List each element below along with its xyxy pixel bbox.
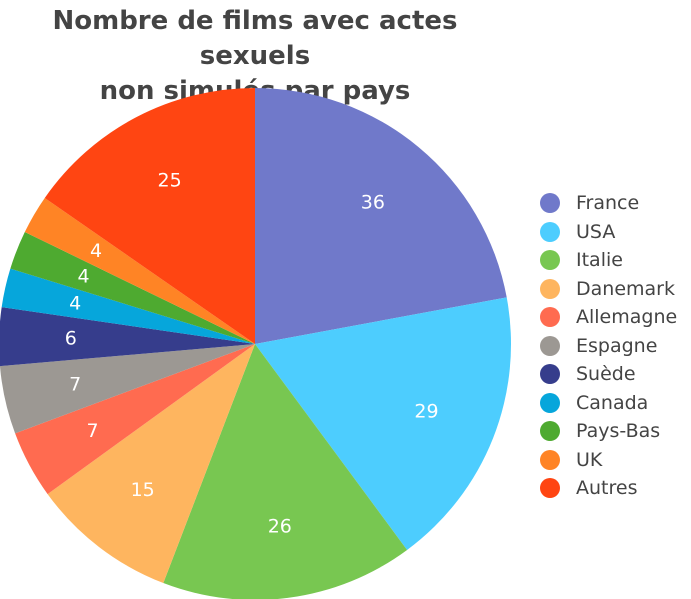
- legend-swatch: [540, 307, 560, 328]
- slice-value-label: 15: [131, 479, 155, 501]
- legend-swatch: [540, 449, 560, 470]
- legend-item[interactable]: Italie: [540, 246, 677, 275]
- legend-item[interactable]: Espagne: [540, 332, 677, 361]
- legend-label: Italie: [576, 249, 623, 272]
- legend-label: Pays-Bas: [576, 420, 661, 443]
- slice-value-label: 4: [77, 265, 89, 287]
- pie-slice-autres[interactable]: [44, 88, 255, 344]
- legend-swatch: [540, 392, 560, 413]
- pie-slice-italie[interactable]: [163, 344, 408, 599]
- legend-label: UK: [576, 448, 603, 471]
- slice-value-label: 6: [65, 328, 77, 350]
- legend: France USA Italie Danemark Allemagne Espagne S…: [540, 189, 677, 503]
- legend-item[interactable]: Suède: [540, 360, 677, 389]
- pie-slice-canada[interactable]: [1, 268, 256, 344]
- legend-item[interactable]: USA: [540, 218, 677, 247]
- slice-value-label: 7: [69, 374, 81, 396]
- legend-item[interactable]: Danemark: [540, 275, 677, 304]
- slice-value-label: 7: [86, 420, 98, 442]
- chart-title-line-1: Nombre de films avec actes sexuels: [52, 6, 458, 71]
- legend-label: Canada: [576, 391, 649, 414]
- legend-item[interactable]: France: [540, 189, 677, 218]
- legend-swatch: [540, 250, 560, 271]
- pie-slice-uk[interactable]: [24, 197, 256, 344]
- legend-label: Autres: [576, 477, 638, 500]
- chart-title: Nombre de films avec actes sexuels non s…: [0, 4, 510, 109]
- pie-slice-usa[interactable]: [255, 297, 511, 550]
- slice-value-label: 26: [268, 516, 292, 538]
- slice-value-label: 4: [90, 240, 102, 262]
- legend-item[interactable]: Allemagne: [540, 303, 677, 332]
- slice-value-label: 36: [361, 191, 385, 213]
- slice-value-label: 25: [158, 170, 182, 192]
- legend-swatch: [540, 421, 560, 442]
- legend-swatch: [540, 193, 560, 214]
- pie-slice-allemagne[interactable]: [15, 344, 255, 495]
- legend-item[interactable]: UK: [540, 446, 677, 475]
- legend-item[interactable]: Autres: [540, 474, 677, 503]
- legend-label: Suède: [576, 363, 636, 386]
- legend-label: France: [576, 192, 640, 215]
- slice-value-label: 4: [69, 293, 81, 315]
- legend-item[interactable]: Pays-Bas: [540, 417, 677, 446]
- pie-slice-su-de[interactable]: [0, 307, 255, 367]
- legend-label: Danemark: [576, 277, 675, 300]
- legend-label: Allemagne: [576, 306, 678, 329]
- pie-slice-pays-bas[interactable]: [10, 231, 256, 344]
- legend-label: Espagne: [576, 334, 658, 357]
- legend-swatch: [540, 335, 560, 356]
- slice-value-label: 29: [414, 401, 438, 423]
- legend-swatch: [540, 278, 560, 299]
- legend-swatch: [540, 221, 560, 242]
- legend-item[interactable]: Canada: [540, 389, 677, 418]
- legend-label: USA: [576, 220, 616, 243]
- pie-slice-danemark[interactable]: [47, 344, 255, 584]
- pie-slice-espagne[interactable]: [0, 344, 255, 434]
- pie-slice-france[interactable]: [255, 88, 507, 344]
- legend-swatch: [540, 364, 560, 385]
- legend-swatch: [540, 478, 560, 499]
